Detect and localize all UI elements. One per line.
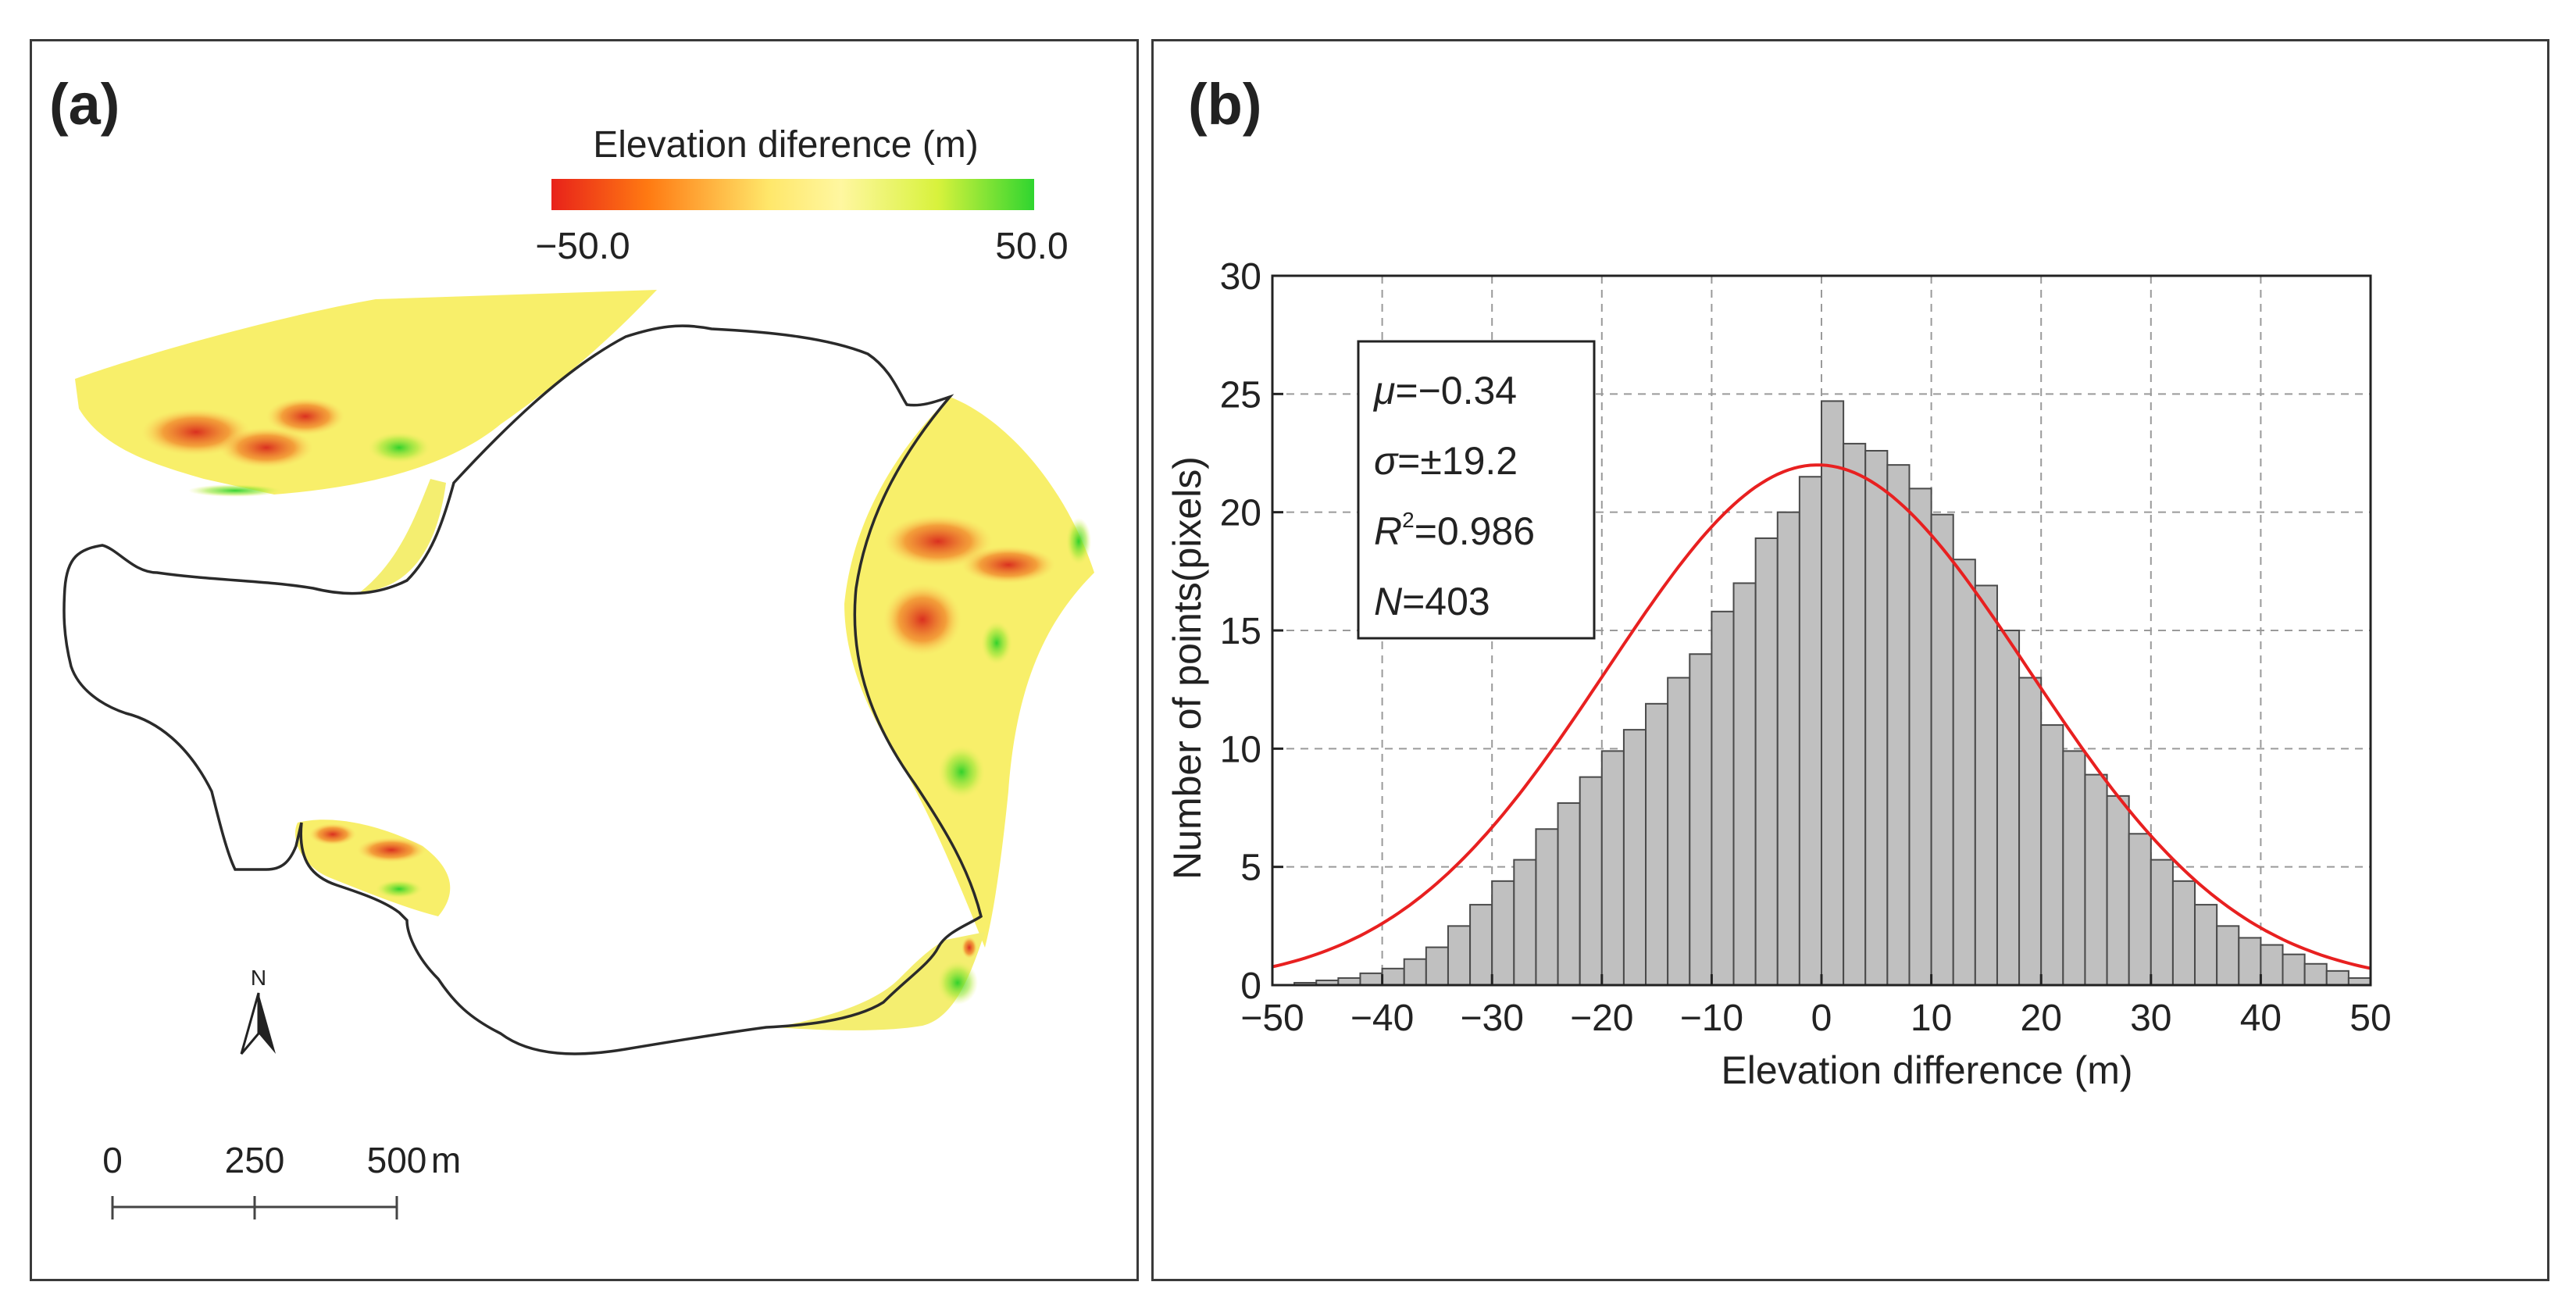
x-tick-label: 20 <box>2021 998 2062 1039</box>
histogram-bar <box>2084 773 2108 986</box>
histogram-bar <box>1600 750 1625 986</box>
x-tick-label: −40 <box>1350 998 1414 1039</box>
stat-n: N=403 <box>1374 580 1490 623</box>
normal-fit-curve <box>1272 463 2371 970</box>
stat-r2: R2=0.986 <box>1374 508 1535 553</box>
scale-tick-500: 500 <box>367 1140 427 1180</box>
histogram-bar <box>1689 653 1713 986</box>
legend-max-label: 50.0 <box>995 226 1068 267</box>
histogram-bar <box>1864 449 1889 986</box>
histogram-bar <box>1535 828 1559 986</box>
histogram-bar <box>1447 925 1472 987</box>
patch-tongue <box>360 479 446 592</box>
histogram-bar <box>2194 904 2218 987</box>
elevation-map: Elevation diference (m) −50.0 50.0 <box>62 124 1094 1219</box>
histogram-bar <box>1425 946 1449 987</box>
histogram-bar <box>1491 880 1515 986</box>
histogram-bar <box>2303 962 2328 987</box>
histogram-bar <box>1469 904 1493 987</box>
axis-ticks: −50 −40 −30 −20 −10 0 10 20 30 40 50 0 5 10 15 20 25 30 <box>1220 256 2392 1039</box>
x-tick-label: 10 <box>1911 998 1952 1039</box>
histogram-bar <box>1930 513 1954 986</box>
histogram-bar <box>1381 967 1405 987</box>
x-tick-label: −20 <box>1570 998 1633 1039</box>
histogram-bar <box>1579 776 1603 986</box>
histogram-bar <box>2150 859 2174 986</box>
panel-a-label: (a) <box>49 72 120 137</box>
scale-bar: 0 250 500 m <box>102 1140 461 1219</box>
north-arrow-label: N <box>251 966 266 990</box>
panel-a-map: (a) Elevation diference (m <box>30 39 1139 1281</box>
histogram-bar <box>1974 584 1998 986</box>
legend-min-label: −50.0 <box>535 226 630 267</box>
panel-b-histogram: (b) −50 −40 −30 −20 −10 0 10 20 30 40 50 0 5 10 15 20 25… <box>1151 39 2549 1281</box>
stat-mu: μ=−0.34 <box>1372 369 1517 412</box>
x-tick-label: 30 <box>2130 998 2171 1039</box>
histogram-bar <box>1557 802 1581 986</box>
histogram-bar <box>1821 400 1845 986</box>
x-tick-label: 50 <box>2349 998 2391 1039</box>
patch-north <box>75 290 657 497</box>
histogram-bar <box>1645 702 1669 986</box>
histogram-bar <box>1732 582 1757 986</box>
histogram-bar <box>2040 724 2064 986</box>
x-tick-label: −50 <box>1240 998 1304 1039</box>
histogram-bar <box>2062 750 2086 986</box>
y-tick-label: 0 <box>1240 966 1261 1007</box>
y-tick-label: 30 <box>1220 256 1261 298</box>
histogram-bar <box>1622 729 1647 986</box>
scale-unit: m <box>431 1140 461 1180</box>
histogram-bar <box>2325 969 2349 986</box>
y-tick-label: 20 <box>1220 493 1261 534</box>
scale-tick-0: 0 <box>102 1140 123 1180</box>
x-tick-label: 40 <box>2240 998 2282 1039</box>
histogram-bar <box>1908 487 1932 986</box>
x-tick-label: 0 <box>1811 998 1832 1039</box>
stat-sigma: σ=±19.2 <box>1374 439 1518 483</box>
histogram-bar <box>2171 880 2196 986</box>
histogram-bar <box>1711 610 1735 987</box>
histogram-bars <box>1293 400 2372 987</box>
histogram-bar <box>1667 677 1691 986</box>
histogram-bar <box>1843 442 1867 986</box>
patch-south <box>774 932 985 1030</box>
y-axis-title: Number of points(pixels) <box>1165 456 1209 880</box>
patch-east <box>844 397 1094 948</box>
histogram-bar <box>1403 958 1427 986</box>
histogram-bar <box>1886 464 1911 986</box>
histogram-bar <box>2018 677 2043 986</box>
histogram-bar <box>2282 953 2306 986</box>
histogram-bar <box>1952 559 1976 986</box>
histogram-bar <box>2238 937 2262 987</box>
histogram-bar <box>1754 537 1779 986</box>
x-tick-label: −30 <box>1460 998 1523 1039</box>
panel-b-label: (b) <box>1188 72 1262 137</box>
north-arrow: N <box>240 966 276 1055</box>
patch-west <box>294 819 451 916</box>
histogram-bar <box>1996 630 2021 986</box>
stats-box: μ=−0.34 σ=±19.2 R2=0.986 N=403 <box>1357 340 1596 640</box>
x-axis-title: Elevation difference (m) <box>1721 1048 2132 1092</box>
legend-title: Elevation diference (m) <box>593 124 979 166</box>
scale-tick-250: 250 <box>225 1140 285 1180</box>
north-arrow-icon <box>240 992 260 1055</box>
histogram-bar <box>2128 833 2152 986</box>
histogram-bar <box>2216 925 2240 987</box>
histogram-chart: −50 −40 −30 −20 −10 0 10 20 30 40 50 0 5 10 15 20 25 30 μ… <box>1165 256 2392 1092</box>
histogram-bar <box>2260 944 2284 986</box>
legend-colorbar <box>551 179 1034 210</box>
y-tick-label: 5 <box>1240 848 1261 889</box>
histogram-bar <box>1359 972 1383 987</box>
y-tick-label: 10 <box>1220 729 1261 770</box>
histogram-bar <box>1513 859 1537 986</box>
x-tick-label: −10 <box>1680 998 1743 1039</box>
y-tick-label: 15 <box>1220 611 1261 652</box>
histogram-bar <box>1776 511 1800 986</box>
glacier-boundary-outline <box>62 324 983 1055</box>
y-tick-label: 25 <box>1220 374 1261 416</box>
histogram-bar <box>1798 476 1823 986</box>
histogram-bar <box>2106 794 2130 986</box>
